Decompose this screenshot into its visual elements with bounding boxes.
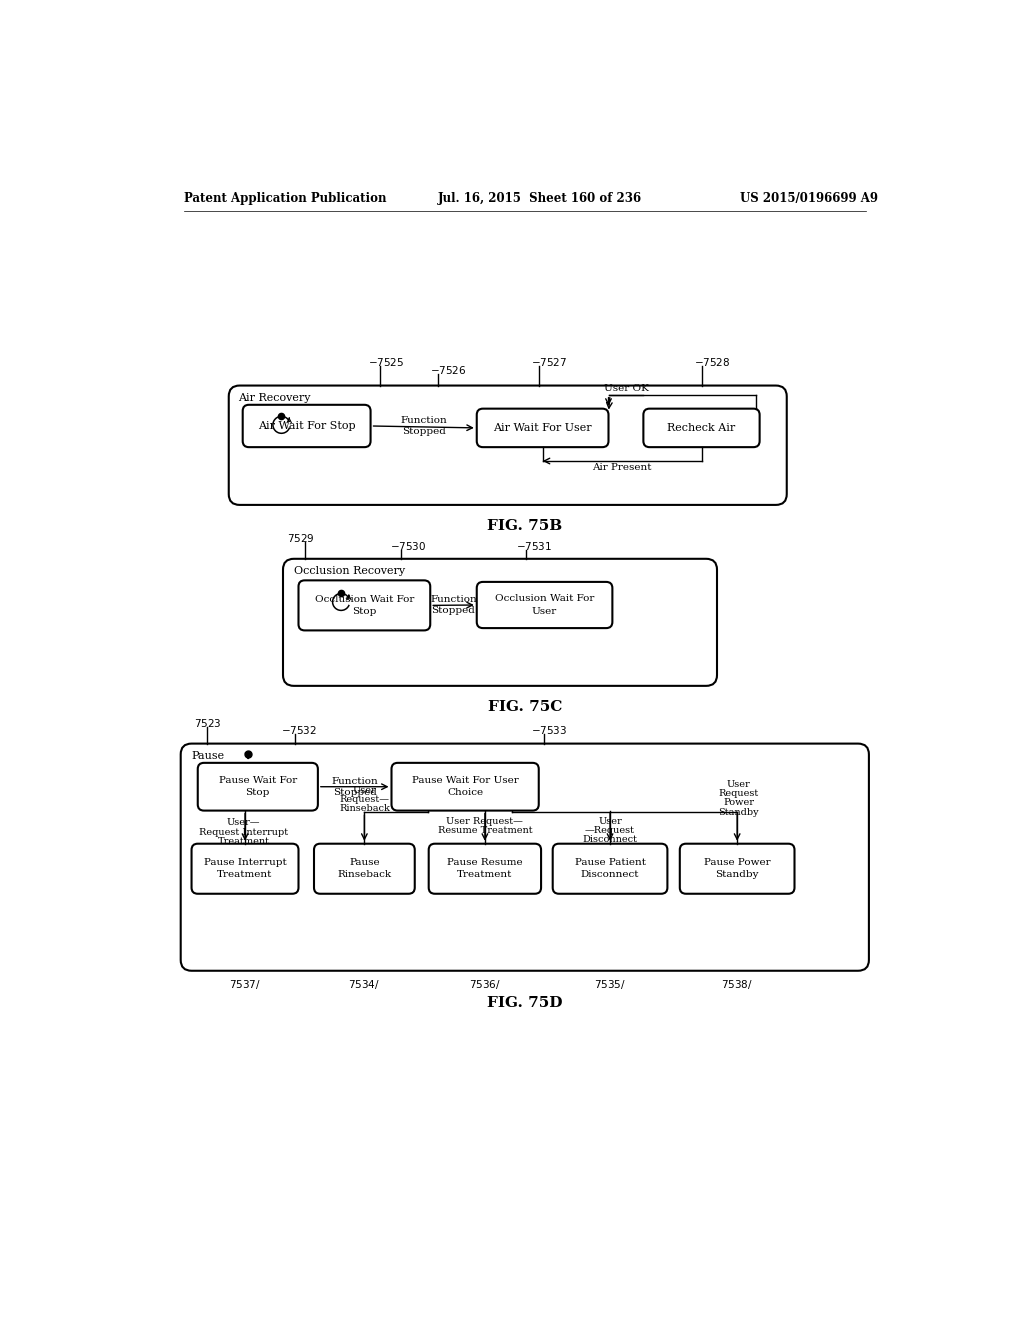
FancyBboxPatch shape [680,843,795,894]
FancyBboxPatch shape [429,843,541,894]
Text: $\mathsf{-7525}$: $\mathsf{-7525}$ [369,356,404,368]
Text: Air Wait For User: Air Wait For User [494,422,592,433]
Text: $\mathsf{7536/}$: $\mathsf{7536/}$ [469,978,501,991]
Text: Air Present: Air Present [592,463,652,471]
Text: Pause Interrupt: Pause Interrupt [204,858,287,867]
Text: Rinseback: Rinseback [337,870,391,879]
Text: Patent Application Publication: Patent Application Publication [183,191,386,205]
Text: $\mathsf{-7532}$: $\mathsf{-7532}$ [282,725,317,737]
Text: Function: Function [400,416,447,425]
Text: Request: Request [719,789,759,799]
Text: Standby: Standby [716,870,759,879]
Text: Stop: Stop [352,607,377,616]
Text: Stop: Stop [246,788,270,797]
Text: Stopped: Stopped [401,426,445,436]
Text: Treatment: Treatment [457,870,513,879]
Text: User: User [727,780,751,789]
Text: Function: Function [332,777,378,785]
Text: $\mathsf{-7533}$: $\mathsf{-7533}$ [531,725,567,737]
Text: $\mathsf{7534/}$: $\mathsf{7534/}$ [348,978,380,991]
Text: Recheck Air: Recheck Air [668,422,735,433]
Text: Pause Power: Pause Power [703,858,770,867]
FancyBboxPatch shape [553,843,668,894]
Text: Pause Wait For: Pause Wait For [219,776,297,785]
Text: Power: Power [723,799,755,808]
FancyBboxPatch shape [643,409,760,447]
Text: Occlusion Wait For: Occlusion Wait For [314,595,414,603]
Text: $\mathsf{-7528}$: $\mathsf{-7528}$ [693,356,730,368]
Text: Occlusion Recovery: Occlusion Recovery [294,566,404,576]
Text: $\mathsf{7523}$: $\mathsf{7523}$ [194,717,221,729]
Text: $\mathsf{-7527}$: $\mathsf{-7527}$ [531,356,567,368]
Text: User: User [531,607,557,615]
Text: Occlusion Wait For: Occlusion Wait For [495,594,594,603]
FancyBboxPatch shape [228,385,786,506]
Text: Disconnect: Disconnect [583,836,638,845]
Text: —Request: —Request [585,826,635,836]
Text: Treatment: Treatment [217,837,269,846]
Text: Resume Treatment: Resume Treatment [437,826,532,836]
Text: FIG. 75B: FIG. 75B [487,520,562,533]
FancyBboxPatch shape [314,843,415,894]
Text: Rinseback: Rinseback [339,804,390,813]
FancyBboxPatch shape [180,743,869,970]
Text: Standby: Standby [719,808,759,817]
Text: $\mathsf{7537/}$: $\mathsf{7537/}$ [229,978,261,991]
Text: Pause Wait For User: Pause Wait For User [412,776,518,785]
FancyBboxPatch shape [283,558,717,686]
Text: User—: User— [226,818,260,828]
Text: $\mathsf{-7531}$: $\mathsf{-7531}$ [515,540,552,552]
Text: Air Wait For Stop: Air Wait For Stop [258,421,355,430]
Text: User Request—: User Request— [446,817,523,826]
Text: $\mathsf{7535/}$: $\mathsf{7535/}$ [594,978,626,991]
Text: US 2015/0196699 A9: US 2015/0196699 A9 [740,191,879,205]
Text: Pause Patient: Pause Patient [574,858,645,867]
FancyBboxPatch shape [391,763,539,810]
Text: Choice: Choice [447,788,483,797]
Text: Request—: Request— [339,796,389,804]
Text: Pause Resume: Pause Resume [447,858,522,867]
Text: $\mathsf{-7530}$: $\mathsf{-7530}$ [390,540,426,552]
Text: User: User [598,817,622,826]
Text: Pause: Pause [191,751,224,760]
Text: Stopped: Stopped [431,606,475,615]
FancyBboxPatch shape [477,582,612,628]
Text: FIG. 75C: FIG. 75C [487,701,562,714]
Text: Disconnect: Disconnect [581,870,639,879]
Text: User OK: User OK [603,384,648,393]
Text: Treatment: Treatment [217,870,272,879]
Text: Jul. 16, 2015  Sheet 160 of 236: Jul. 16, 2015 Sheet 160 of 236 [438,191,642,205]
FancyBboxPatch shape [477,409,608,447]
Text: User: User [352,787,376,795]
Text: $\mathsf{7538/}$: $\mathsf{7538/}$ [721,978,753,991]
Text: Function: Function [430,595,477,605]
FancyBboxPatch shape [299,581,430,631]
Text: FIG. 75D: FIG. 75D [487,997,562,1010]
Text: $\mathsf{7529}$: $\mathsf{7529}$ [287,532,314,544]
Text: $\mathsf{-7526}$: $\mathsf{-7526}$ [430,364,467,376]
Text: Air Recovery: Air Recovery [238,393,310,403]
Text: Pause: Pause [349,858,380,867]
Text: Stopped: Stopped [333,788,377,796]
FancyBboxPatch shape [243,405,371,447]
FancyBboxPatch shape [198,763,317,810]
Text: Request Interrupt: Request Interrupt [199,828,288,837]
FancyBboxPatch shape [191,843,299,894]
